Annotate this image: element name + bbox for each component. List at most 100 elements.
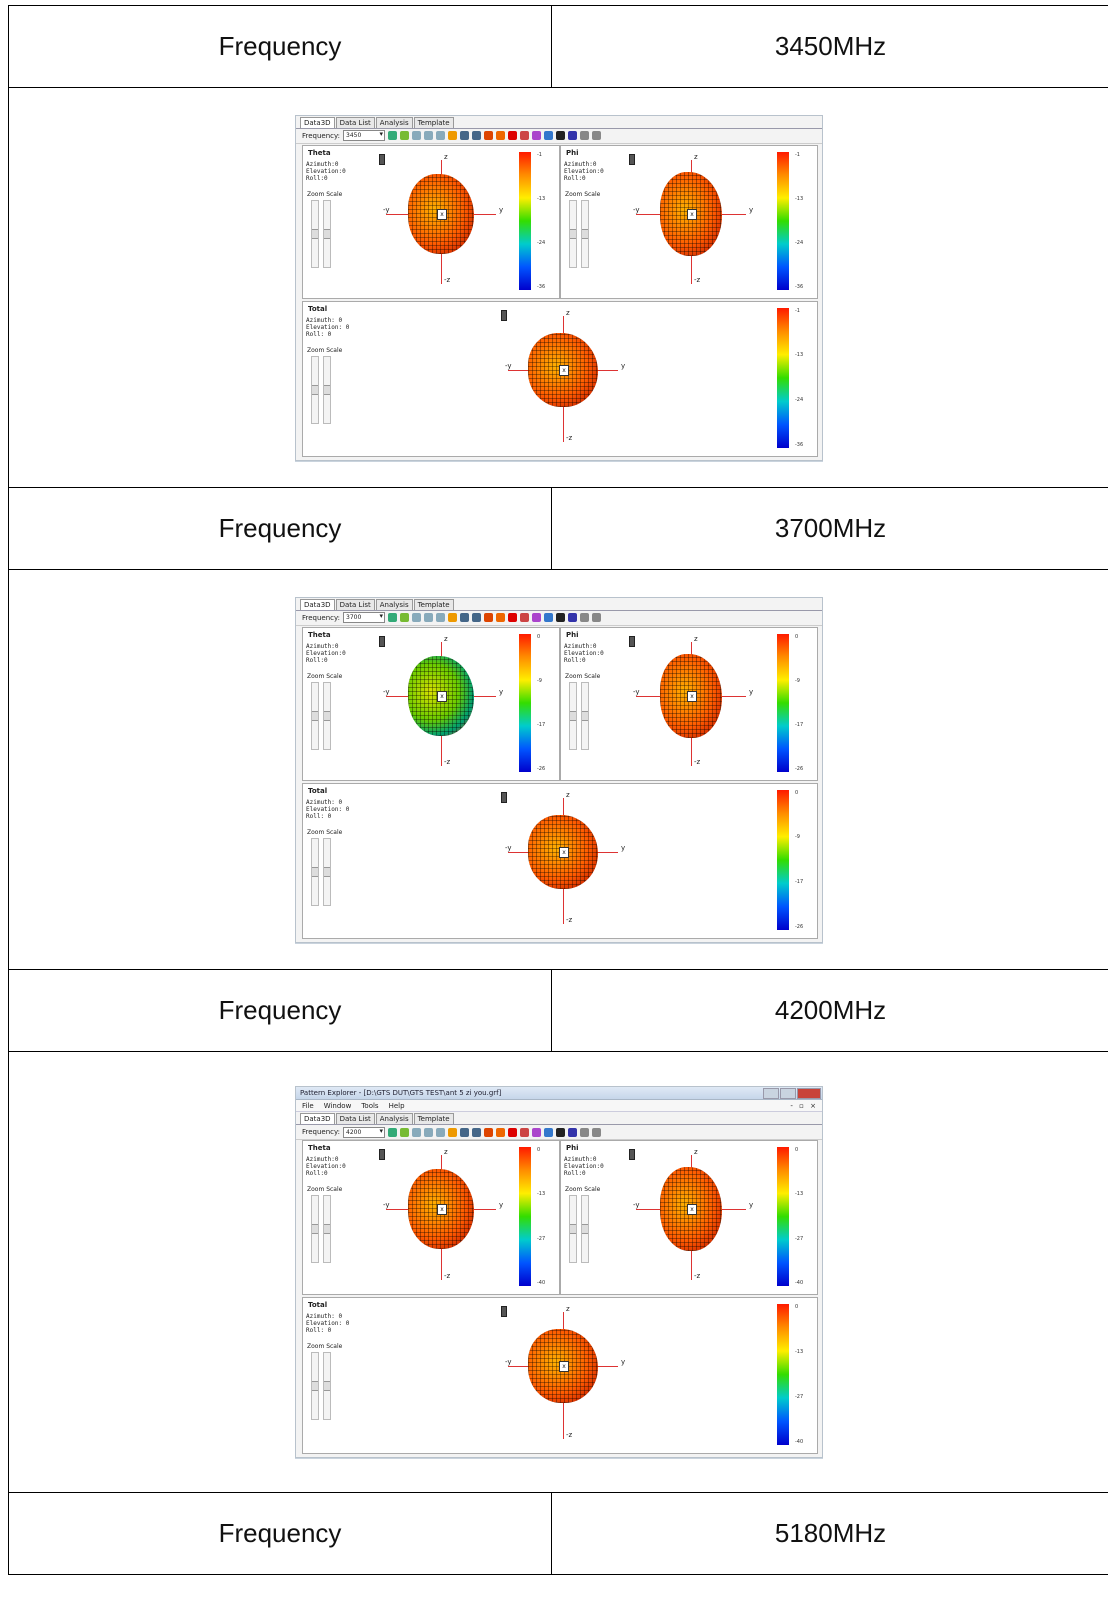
- close-button[interactable]: [797, 1087, 821, 1099]
- slider-thumb[interactable]: [312, 1381, 318, 1391]
- toolbar-tool-icon[interactable]: [592, 613, 602, 622]
- zoom-slider[interactable]: [323, 837, 331, 906]
- tab-data-list[interactable]: Data List: [335, 1113, 375, 1124]
- toolbar-tool-icon[interactable]: [484, 131, 494, 140]
- menu-item[interactable]: Help: [388, 1101, 405, 1110]
- toolbar-tool-icon[interactable]: [388, 1127, 398, 1137]
- tab-template[interactable]: Template: [413, 1113, 454, 1124]
- zoom-slider[interactable]: [323, 199, 331, 268]
- toolbar-tool-icon[interactable]: [436, 1127, 446, 1137]
- toolbar-tool-icon[interactable]: [400, 1127, 410, 1137]
- toolbar-tool-icon[interactable]: [472, 1127, 482, 1137]
- zoom-slider[interactable]: [323, 681, 331, 750]
- slider-thumb[interactable]: [582, 710, 588, 721]
- toolbar-tool-icon[interactable]: [532, 1127, 542, 1137]
- tab-analysis[interactable]: Analysis: [375, 1113, 413, 1124]
- tab-data3d[interactable]: Data3D: [300, 1113, 335, 1124]
- toolbar-tool-icon[interactable]: [544, 131, 554, 140]
- slider-thumb[interactable]: [582, 1224, 588, 1234]
- toolbar-tool-icon[interactable]: [424, 131, 434, 140]
- toolbar-tool-icon[interactable]: [532, 131, 542, 140]
- slider-thumb[interactable]: [324, 1224, 330, 1234]
- toolbar-tool-icon[interactable]: [580, 131, 590, 140]
- toolbar-tool-icon[interactable]: [496, 1127, 506, 1137]
- toolbar-tool-icon[interactable]: [484, 613, 494, 622]
- zoom-slider[interactable]: [311, 837, 319, 906]
- slider-thumb[interactable]: [312, 1224, 318, 1234]
- toolbar-tool-icon[interactable]: [544, 1127, 554, 1137]
- zoom-slider[interactable]: [311, 1352, 319, 1420]
- zoom-slider[interactable]: [581, 681, 589, 750]
- toolbar-tool-icon[interactable]: [556, 613, 566, 622]
- toolbar-tool-icon[interactable]: [508, 613, 518, 622]
- slider-thumb[interactable]: [312, 384, 318, 395]
- zoom-slider[interactable]: [569, 1195, 577, 1263]
- toolbar-tool-icon[interactable]: [580, 613, 590, 622]
- toolbar-tool-icon[interactable]: [568, 131, 578, 140]
- tab-data3d[interactable]: Data3D: [300, 598, 335, 610]
- toolbar-tool-icon[interactable]: [520, 613, 530, 622]
- toolbar-tool-icon[interactable]: [424, 1127, 434, 1137]
- toolbar-tool-icon[interactable]: [592, 131, 602, 140]
- toolbar-tool-icon[interactable]: [568, 1127, 578, 1137]
- toolbar-tool-icon[interactable]: [556, 131, 566, 140]
- toolbar-tool-icon[interactable]: [484, 1127, 494, 1137]
- frequency-select[interactable]: 3450: [343, 130, 386, 141]
- toolbar-tool-icon[interactable]: [472, 131, 482, 140]
- toolbar-tool-icon[interactable]: [520, 1127, 530, 1137]
- slider-thumb[interactable]: [582, 228, 588, 239]
- tab-data3d[interactable]: Data3D: [300, 116, 335, 128]
- zoom-slider[interactable]: [323, 1195, 331, 1263]
- toolbar-tool-icon[interactable]: [556, 1127, 566, 1137]
- toolbar-tool-icon[interactable]: [544, 613, 554, 622]
- tab-data-list[interactable]: Data List: [335, 598, 375, 610]
- slider-thumb[interactable]: [312, 228, 318, 239]
- toolbar-tool-icon[interactable]: [460, 131, 470, 140]
- slider-thumb[interactable]: [324, 228, 330, 239]
- slider-thumb[interactable]: [324, 384, 330, 395]
- toolbar-tool-icon[interactable]: [520, 131, 530, 140]
- tab-template[interactable]: Template: [413, 598, 454, 610]
- tab-template[interactable]: Template: [413, 116, 454, 128]
- zoom-slider[interactable]: [323, 1352, 331, 1420]
- slider-thumb[interactable]: [312, 866, 318, 877]
- zoom-slider[interactable]: [311, 681, 319, 750]
- toolbar-tool-icon[interactable]: [460, 613, 470, 622]
- tab-analysis[interactable]: Analysis: [375, 116, 413, 128]
- zoom-slider[interactable]: [311, 199, 319, 268]
- zoom-slider[interactable]: [581, 199, 589, 268]
- zoom-slider[interactable]: [569, 199, 577, 268]
- toolbar-tool-icon[interactable]: [412, 1127, 422, 1137]
- maximize-button[interactable]: [780, 1087, 796, 1099]
- zoom-slider[interactable]: [569, 681, 577, 750]
- mdi-window-controls[interactable]: - ▫ ×: [790, 1101, 818, 1110]
- tab-analysis[interactable]: Analysis: [375, 598, 413, 610]
- slider-thumb[interactable]: [570, 1224, 576, 1234]
- slider-thumb[interactable]: [324, 1381, 330, 1391]
- toolbar-tool-icon[interactable]: [448, 613, 458, 622]
- zoom-slider[interactable]: [323, 355, 331, 424]
- zoom-slider[interactable]: [311, 1195, 319, 1263]
- toolbar-tool-icon[interactable]: [472, 613, 482, 622]
- toolbar-tool-icon[interactable]: [532, 613, 542, 622]
- frequency-select[interactable]: 3700: [343, 612, 386, 623]
- toolbar-tool-icon[interactable]: [508, 1127, 518, 1137]
- toolbar-tool-icon[interactable]: [460, 1127, 470, 1137]
- toolbar-tool-icon[interactable]: [436, 131, 446, 140]
- slider-thumb[interactable]: [324, 710, 330, 721]
- toolbar-tool-icon[interactable]: [436, 613, 446, 622]
- toolbar-tool-icon[interactable]: [580, 1127, 590, 1137]
- menu-item[interactable]: Window: [323, 1101, 352, 1110]
- toolbar-tool-icon[interactable]: [448, 131, 458, 140]
- zoom-slider[interactable]: [581, 1195, 589, 1263]
- toolbar-tool-icon[interactable]: [400, 613, 410, 622]
- toolbar-tool-icon[interactable]: [388, 131, 398, 140]
- toolbar-tool-icon[interactable]: [568, 613, 578, 622]
- toolbar-tool-icon[interactable]: [400, 131, 410, 140]
- toolbar-tool-icon[interactable]: [592, 1127, 602, 1137]
- toolbar-tool-icon[interactable]: [508, 131, 518, 140]
- slider-thumb[interactable]: [312, 710, 318, 721]
- toolbar-tool-icon[interactable]: [496, 613, 506, 622]
- zoom-slider[interactable]: [311, 355, 319, 424]
- menu-item[interactable]: File: [302, 1101, 314, 1110]
